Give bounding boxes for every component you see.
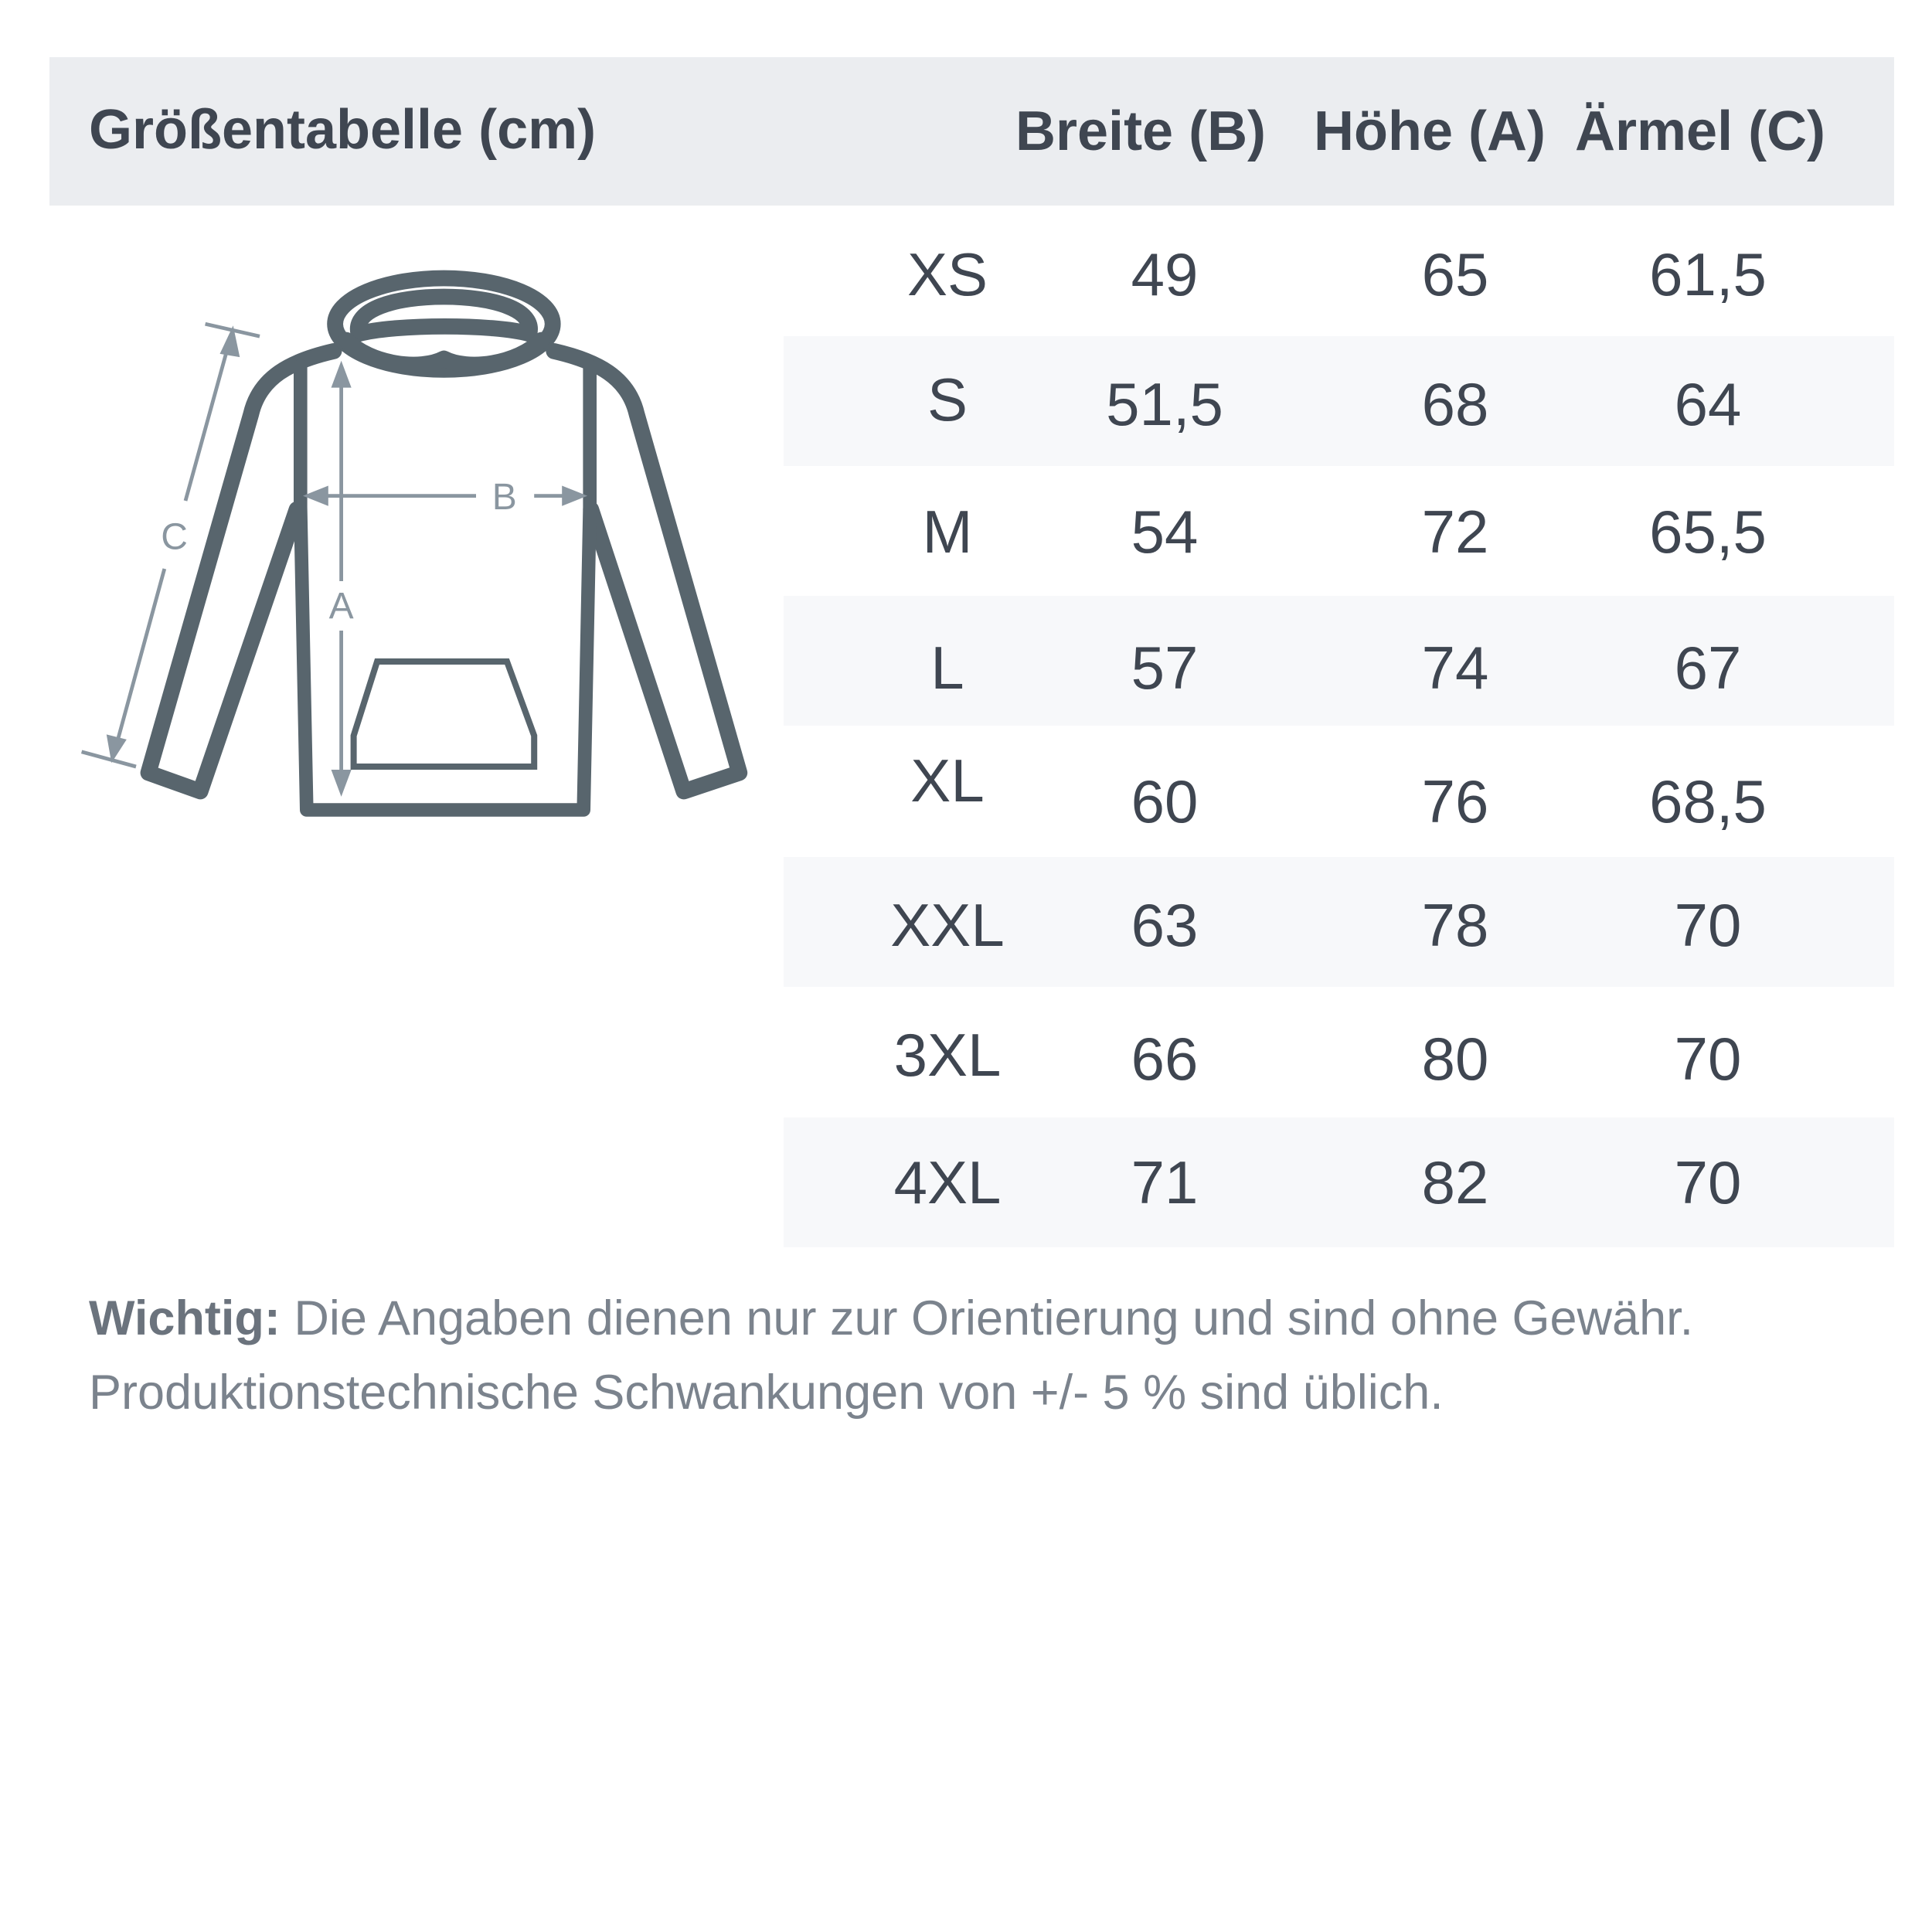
cell-hoehe: 65: [1421, 240, 1489, 308]
hoodie-outline-icon: [140, 270, 748, 817]
page-title: Größentabelle (cm): [89, 99, 597, 161]
cell-hoehe: 80: [1421, 1025, 1489, 1093]
cell-breite: 57: [1131, 634, 1199, 702]
cell-aermel: 68,5: [1649, 767, 1767, 835]
cell-aermel: 65,5: [1649, 498, 1767, 566]
disclaimer-note: Wichtig: Die Angaben dienen nur zur Orie…: [89, 1281, 1693, 1430]
cell-breite: 51,5: [1106, 370, 1223, 438]
column-header-breite: Breite (B): [1015, 100, 1267, 162]
cell-size: XXL: [890, 891, 1005, 959]
cell-size: S: [927, 366, 968, 434]
cell-hoehe: 68: [1421, 370, 1489, 438]
cell-aermel: 70: [1674, 1148, 1742, 1216]
cell-hoehe: 76: [1421, 767, 1489, 835]
cell-aermel: 70: [1674, 1025, 1742, 1093]
pocket-icon: [350, 658, 538, 770]
cell-size: L: [930, 634, 964, 702]
cell-breite: 63: [1131, 891, 1199, 959]
cell-hoehe: 82: [1421, 1148, 1489, 1216]
cell-hoehe: 74: [1421, 634, 1489, 702]
label-c: C: [161, 516, 188, 557]
note-line-1: Wichtig: Die Angaben dienen nur zur Orie…: [89, 1281, 1693, 1355]
note-label: Wichtig:: [89, 1291, 281, 1345]
cell-aermel: 64: [1674, 370, 1742, 438]
cell-aermel: 61,5: [1649, 240, 1767, 308]
label-a: A: [329, 586, 354, 627]
cell-breite: 71: [1131, 1148, 1199, 1216]
row-stripe: [784, 336, 1894, 466]
cell-breite: 60: [1131, 767, 1199, 835]
cell-size: XS: [906, 240, 988, 308]
cell-hoehe: 78: [1421, 891, 1489, 959]
label-b: B: [492, 477, 517, 518]
cell-size: 3XL: [893, 1021, 1002, 1089]
cell-size: XL: [910, 747, 985, 815]
row-stripe: [784, 857, 1894, 987]
row-stripe: [784, 1117, 1894, 1247]
column-header-hoehe: Höhe (A): [1314, 100, 1546, 162]
cell-hoehe: 72: [1421, 498, 1489, 566]
cell-breite: 54: [1131, 498, 1199, 566]
measurement-arrows-icon: [80, 321, 588, 797]
table-header: [49, 57, 1894, 206]
cell-aermel: 67: [1674, 634, 1742, 702]
cell-breite: 66: [1131, 1025, 1199, 1093]
cell-size: M: [922, 498, 973, 566]
note-line-2: Produktionstechnische Schwankungen von +…: [89, 1366, 1444, 1420]
cell-size: 4XL: [893, 1148, 1002, 1216]
cell-aermel: 70: [1674, 891, 1742, 959]
column-header-aermel: Ärmel (C): [1575, 100, 1826, 162]
row-stripe: [784, 596, 1894, 726]
cell-breite: 49: [1131, 240, 1199, 308]
note-text-1: Die Angaben dienen nur zur Orientierung …: [280, 1291, 1694, 1345]
